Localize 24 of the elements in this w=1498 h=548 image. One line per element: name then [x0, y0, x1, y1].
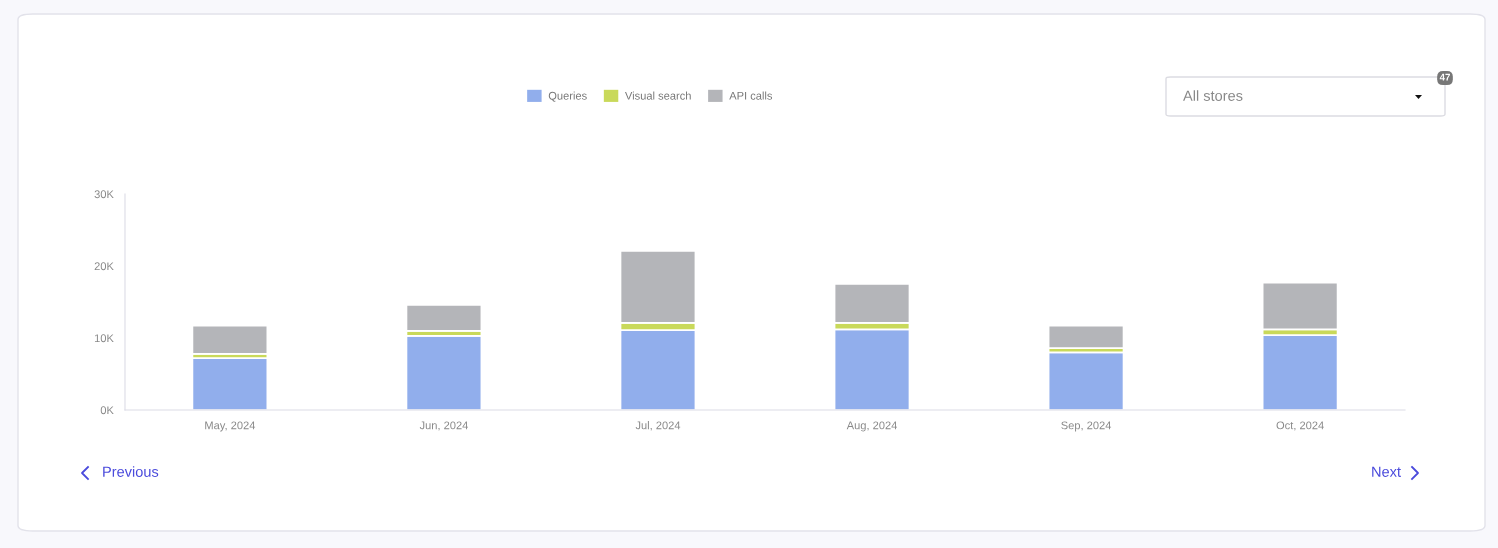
x-tick-label: Aug, 2024: [846, 421, 898, 432]
bar: [833, 328, 911, 410]
bar: [1261, 334, 1339, 410]
bar: [191, 357, 269, 410]
text: All stores: [1183, 90, 1243, 101]
bar: [191, 324, 269, 355]
x-tick-label: Oct, 2024: [1276, 421, 1324, 431]
y-tick-label: 0K: [100, 406, 114, 415]
bar: [405, 335, 483, 410]
legend-label: Queries: [548, 91, 587, 102]
x-tick-label: Jul, 2024: [635, 421, 681, 431]
y-tick-label: 10K: [94, 334, 114, 343]
text: Previous: [103, 466, 159, 477]
legend-label: API calls: [729, 91, 773, 100]
x-tick-label: May, 2024: [205, 421, 256, 432]
y-tick-label: 30K: [94, 190, 114, 199]
bar: [1047, 324, 1125, 349]
x-tick-label: Sep, 2024: [1061, 421, 1112, 432]
x-tick-label: Jun, 2024: [419, 421, 469, 431]
y-tick-label: 20K: [94, 262, 114, 271]
legend-label: Visual search: [624, 91, 691, 100]
text: Next: [1372, 466, 1401, 477]
bar: [1047, 351, 1125, 410]
text: 47: [1439, 73, 1450, 81]
